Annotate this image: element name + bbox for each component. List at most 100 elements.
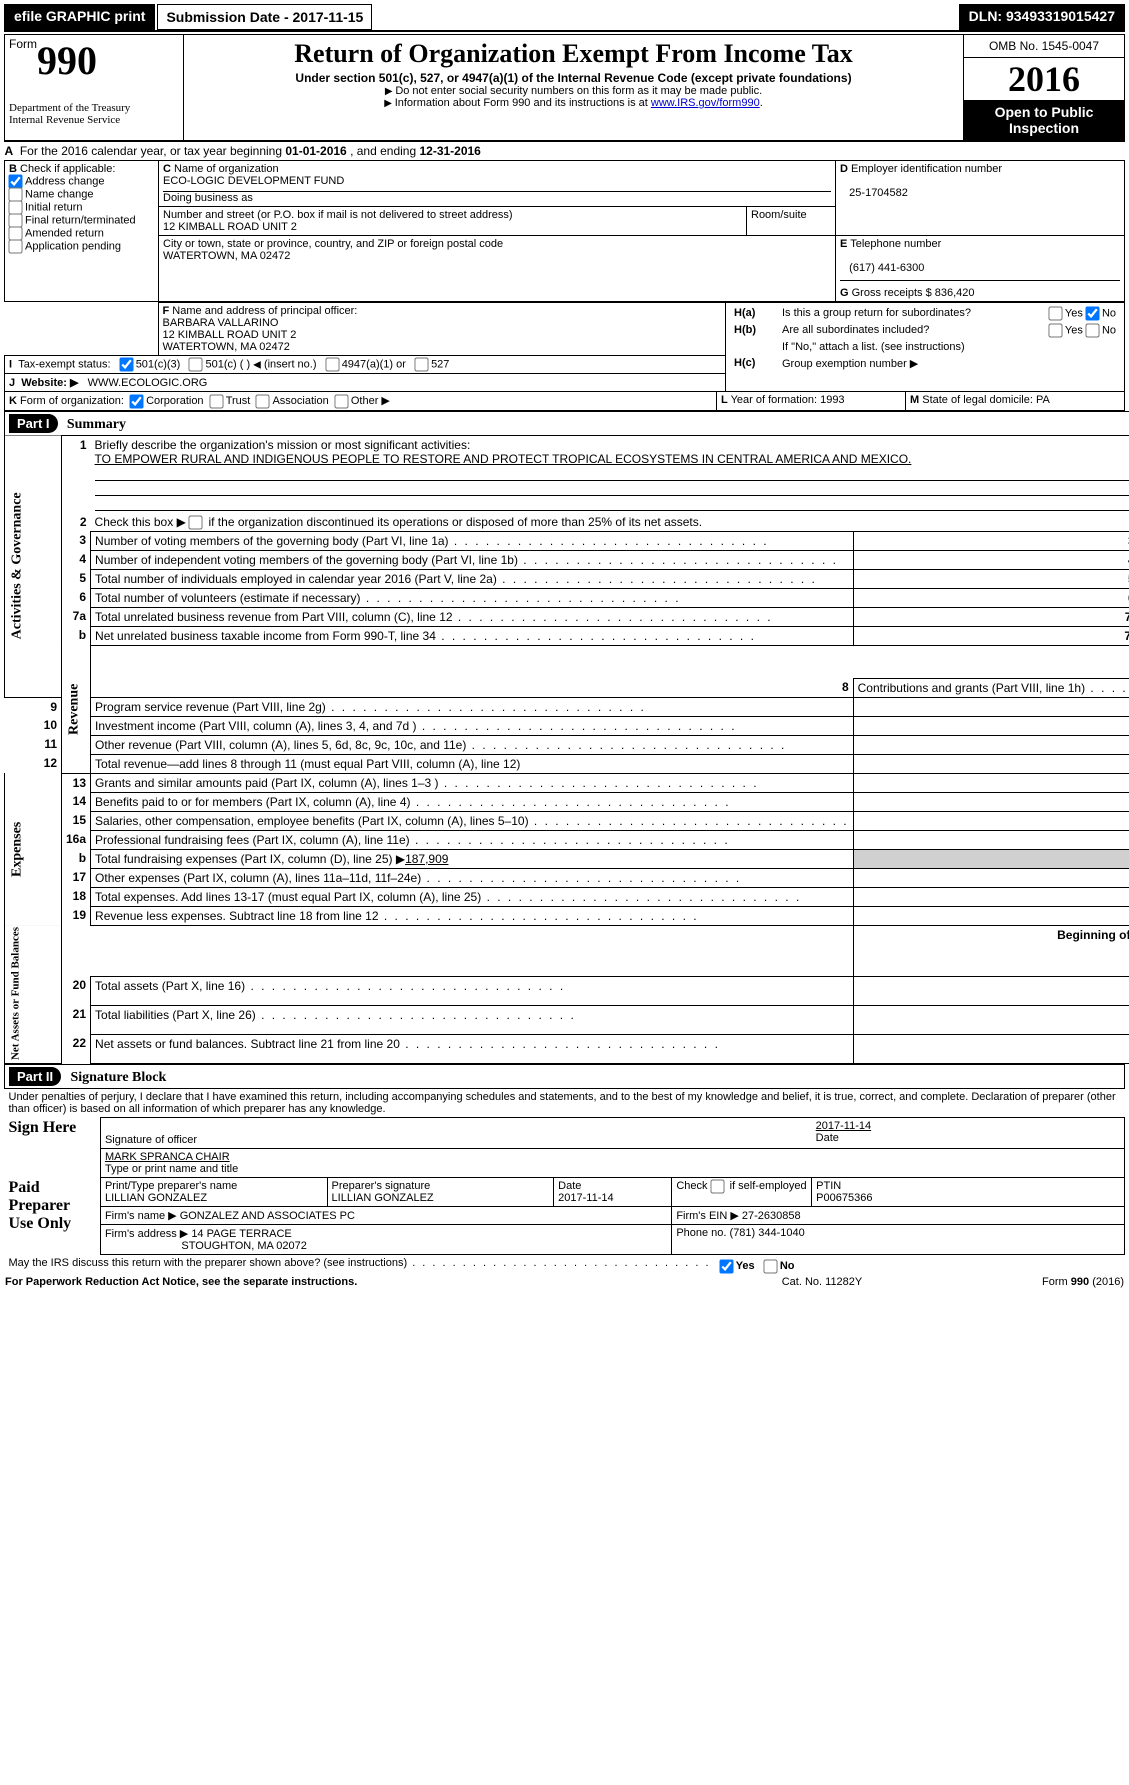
prep-date: 2017-11-14 [558, 1192, 613, 1204]
ptin: P00675366 [816, 1192, 872, 1204]
hb-label: Are all subordinates included? [778, 322, 1002, 339]
prep-sig-label: Preparer's signature [332, 1180, 431, 1192]
self-emp: Check if self-employed [676, 1180, 806, 1192]
c-name-label: Name of organization [174, 163, 279, 175]
501c-label: 501(c) ( ) [205, 358, 250, 370]
app-pending-checkbox[interactable] [8, 239, 22, 253]
4947-checkbox[interactable] [325, 357, 339, 371]
discuss-no-checkbox[interactable] [763, 1259, 777, 1273]
l16b-pre: Total fundraising expenses (Part IX, col… [95, 852, 405, 866]
ha-label: Is this a group return for subordinates? [778, 305, 1002, 322]
part-ii-header: Part II [9, 1067, 61, 1086]
top-bar: efile GRAPHIC print Submission Date - 20… [4, 4, 1125, 32]
paperwork-notice: For Paperwork Reduction Act Notice, see … [5, 1276, 357, 1288]
blank-line-3 [95, 496, 1129, 511]
city-label: City or town, state or province, country… [163, 238, 503, 250]
firm-phone-label: Phone no. [676, 1227, 729, 1239]
open-public: Open to Public Inspection [964, 100, 1124, 140]
l6-label: Total number of volunteers (estimate if … [91, 588, 854, 607]
l5-label: Total number of individuals employed in … [91, 569, 854, 588]
subdate-label: Submission Date - [166, 9, 292, 25]
hb-no-checkbox[interactable] [1085, 323, 1099, 337]
prep-date-label: Date [558, 1180, 581, 1192]
discuss-yes-checkbox[interactable] [719, 1259, 733, 1273]
assoc-checkbox[interactable] [256, 394, 270, 408]
firm-ein-label: Firm's EIN ▶ [676, 1210, 742, 1222]
l10: Investment income (Part VIII, column (A)… [91, 716, 854, 735]
527-checkbox[interactable] [414, 357, 428, 371]
l16b: Total fundraising expenses (Part IX, col… [91, 849, 854, 868]
ha-yes-checkbox[interactable] [1048, 306, 1062, 320]
form-subtitle: Under section 501(c), 527, or 4947(a)(1)… [188, 71, 959, 85]
part-ii-title: Signature Block [64, 1070, 166, 1085]
sig-date-val: 2017-11-14 [816, 1120, 871, 1132]
l12: Total revenue—add lines 8 through 11 (mu… [91, 754, 854, 773]
info-note: Information about Form 990 and its instr… [188, 97, 959, 109]
l7b-label: Net unrelated business taxable income fr… [91, 626, 854, 645]
amended-label: Amended return [25, 227, 104, 239]
firm-phone: (781) 344-1040 [730, 1227, 805, 1239]
j-label: Website: ▶ [21, 377, 78, 389]
firm-name: GONZALEZ AND ASSOCIATES PC [180, 1210, 355, 1222]
corp-label: Corporation [146, 395, 203, 407]
hb-no-label: No [1102, 324, 1116, 336]
sig-officer-label: Signature of officer [105, 1134, 197, 1146]
hb-yes-checkbox[interactable] [1048, 323, 1062, 337]
p12: 1,859,140 [853, 754, 1129, 773]
part-ii-table: Part II Signature Block Under penalties … [4, 1064, 1125, 1275]
ha-no-checkbox[interactable] [1085, 306, 1099, 320]
dept-treasury: Department of the Treasury [9, 102, 179, 114]
p21: 58,983 [853, 1005, 1129, 1034]
prep-sig: LILLIAN GONZALEZ [332, 1192, 434, 1204]
firm-ein: 27-2630858 [742, 1210, 801, 1222]
h-table: H(a) Is this a group return for subordin… [730, 305, 1120, 372]
l11: Other revenue (Part VIII, column (A), li… [91, 735, 854, 754]
l2-text: Check this box ▶ if the organization dis… [95, 515, 703, 529]
l-val: 1993 [820, 394, 844, 406]
street-label: Number and street (or P.O. box if mail i… [163, 209, 513, 221]
prep-name-label: Print/Type preparer's name [105, 1180, 237, 1192]
type-name-label: Type or print name and title [105, 1163, 238, 1175]
blank-line-2 [95, 481, 1129, 496]
expenses-tab: Expenses [5, 773, 62, 925]
m-label: State of legal domicile: [922, 394, 1036, 406]
taxyear-line: For the 2016 calendar year, or tax year … [20, 144, 481, 158]
corp-checkbox[interactable] [129, 394, 143, 408]
addr-change-label: Address change [25, 175, 105, 187]
name-change-label: Name change [25, 188, 94, 200]
blank-line-1 [95, 466, 1129, 481]
netassets-tab: Net Assets or Fund Balances [5, 925, 62, 1063]
website: WWW.ECOLOGIC.ORG [88, 377, 208, 389]
insert-no: (insert no.) [264, 358, 317, 370]
p14 [853, 792, 1129, 811]
a-end: 12-31-2016 [419, 144, 480, 158]
trust-label: Trust [226, 395, 251, 407]
p13 [853, 773, 1129, 792]
k-label: Form of organization: [20, 395, 124, 407]
l17: Other expenses (Part IX, column (A), lin… [91, 868, 854, 887]
other-checkbox[interactable] [334, 394, 348, 408]
officer-name: BARBARA VALLARINO [163, 317, 279, 329]
l22: Net assets or fund balances. Subtract li… [91, 1034, 854, 1063]
cat-no: Cat. No. 11282Y [721, 1275, 923, 1289]
p11: -2,501 [853, 735, 1129, 754]
l2-checkbox[interactable] [188, 515, 202, 529]
hb-note: If "No," attach a list. (see instruction… [778, 339, 1120, 355]
self-emp-checkbox[interactable] [710, 1179, 724, 1193]
p20: 1,312,582 [853, 976, 1129, 1005]
trust-checkbox[interactable] [209, 394, 223, 408]
l13: Grants and similar amounts paid (Part IX… [91, 773, 854, 792]
l-label: Year of formation: [731, 394, 820, 406]
prep-name: LILLIAN GONZALEZ [105, 1192, 207, 1204]
perjury-decl: Under penalties of perjury, I declare th… [5, 1088, 1125, 1117]
omb-number: OMB No. 1545-0047 [964, 35, 1124, 58]
a-mid: , and ending [347, 144, 420, 158]
501c-checkbox[interactable] [189, 357, 203, 371]
i-label: Tax-exempt status: [18, 358, 110, 370]
l20: Total assets (Part X, line 16) [91, 976, 854, 1005]
paid-preparer: Paid Preparer Use Only [5, 1177, 101, 1254]
info-note-pre: Information about Form 990 and its instr… [384, 97, 651, 109]
part-i-title: Summary [61, 417, 126, 432]
501c3-checkbox[interactable] [119, 357, 133, 371]
irs-link[interactable]: www.IRS.gov/form990 [651, 97, 760, 109]
